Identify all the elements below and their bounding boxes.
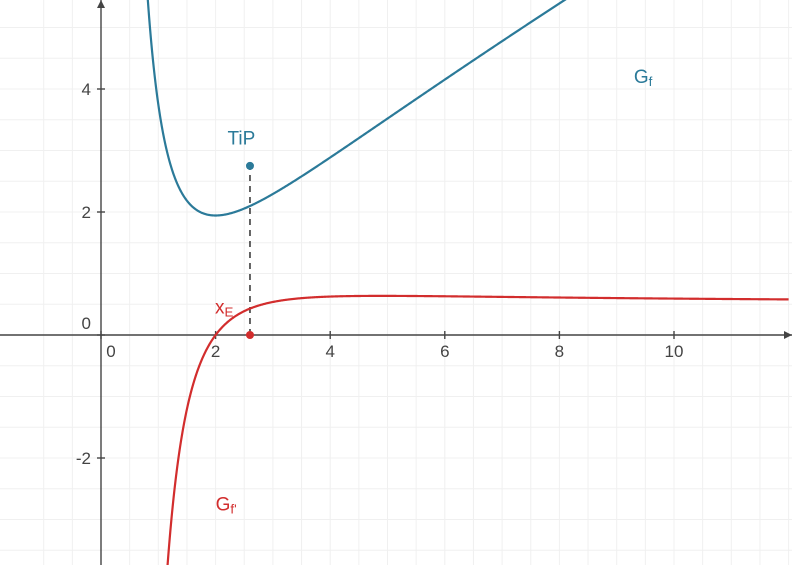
x-tick-label: 8 xyxy=(555,342,564,361)
x-tick-label: 2 xyxy=(211,342,220,361)
x-tick-label: 4 xyxy=(325,342,334,361)
x-tick-label: 6 xyxy=(440,342,449,361)
x-tick-label: 0 xyxy=(106,342,115,361)
y-tick-label: 0 xyxy=(82,314,91,333)
y-tick-label: 4 xyxy=(82,80,91,99)
y-tick-label: -2 xyxy=(76,449,91,468)
tip-label: TiP xyxy=(227,128,255,149)
xe-point xyxy=(246,331,254,339)
tip-point xyxy=(246,162,254,170)
function-graph: 0246810-2024GfGf'TiPxE xyxy=(0,0,792,565)
y-tick-label: 2 xyxy=(82,203,91,222)
x-tick-label: 10 xyxy=(665,342,684,361)
